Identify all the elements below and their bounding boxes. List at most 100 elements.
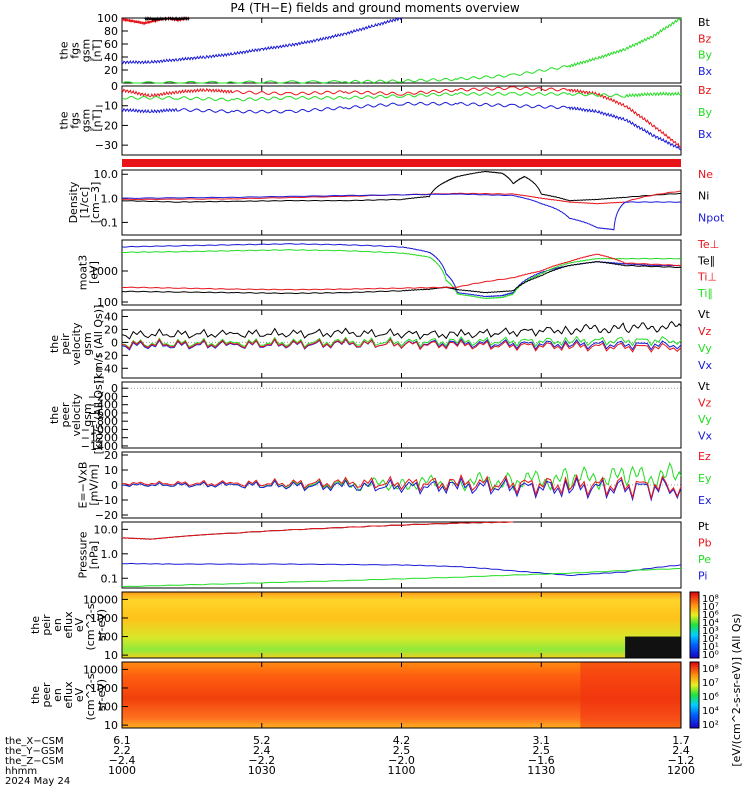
- panel-3: [121, 169, 682, 236]
- panel-2: [121, 85, 682, 156]
- heatmap-dark-region: [625, 636, 681, 658]
- series-Pi: [121, 562, 682, 577]
- x-axis-value: −1.6: [528, 754, 555, 767]
- y-axis-label: the: [48, 335, 61, 353]
- y-axis-label: [nT]: [91, 39, 104, 61]
- colorbar-tick-label: 10⁷: [702, 678, 719, 689]
- legend-Vy: Vy: [698, 413, 712, 426]
- y-tick-label: 20: [104, 64, 118, 77]
- legend-Npot: Npot: [698, 211, 725, 224]
- y-axis-label: peir: [59, 333, 72, 355]
- legend-Bt: Bt: [698, 16, 711, 29]
- y-axis-label: the: [48, 406, 61, 424]
- series-Ey: [121, 461, 682, 492]
- y-tick-label: 40: [104, 51, 118, 64]
- y-tick-label: 10.0: [94, 523, 119, 536]
- legend-Ne: Ne: [698, 168, 713, 181]
- series-Vy: [121, 335, 682, 349]
- y-tick-label: 10: [104, 649, 118, 662]
- y-axis-label: peer: [59, 402, 72, 428]
- legend-Pt: Pt: [698, 520, 710, 533]
- colorbar-tick-label: 10⁴: [702, 706, 719, 717]
- y-tick-label: 60: [104, 38, 118, 51]
- y-axis-label: Density: [67, 181, 80, 223]
- y-tick-label: 20: [104, 449, 118, 462]
- y-tick-label: 0: [111, 479, 118, 492]
- colorbar-tick-label: 10⁰: [702, 650, 719, 661]
- legend-Vx: Vx: [698, 430, 713, 443]
- series-Bx: [121, 101, 682, 151]
- x-axis-row-label: the_Z−CSM: [5, 756, 64, 767]
- legend-Bz: Bz: [698, 32, 712, 45]
- y-tick-label: −40: [95, 362, 118, 375]
- y-axis-label: gsm: [81, 403, 94, 426]
- panel-9: [121, 591, 682, 659]
- y-axis-label: velocity: [70, 393, 83, 436]
- x-axis-value: 2.2: [113, 744, 131, 757]
- colorbar-tick-label: 10⁸: [702, 594, 719, 605]
- y-tick-label: −20: [95, 119, 118, 132]
- x-axis-row-label: the_X−CSM: [5, 736, 64, 747]
- x-axis-value: −2.0: [388, 754, 415, 767]
- panel-frame: [121, 239, 682, 306]
- x-axis-value: 1200: [667, 764, 695, 777]
- y-tick-label: 100: [97, 12, 118, 25]
- x-axis-value: −2.2: [248, 754, 275, 767]
- x-axis-value: 1000: [108, 764, 136, 777]
- x-axis-value: 1030: [248, 764, 276, 777]
- y-axis-label: gsm: [80, 39, 93, 62]
- panel-6: [121, 381, 682, 449]
- y-axis-label: sr-eV): [95, 609, 108, 641]
- x-axis-value: 2.4: [253, 744, 271, 757]
- colorbar-tick-label: 10²: [702, 634, 719, 645]
- y-tick-label: −10: [95, 100, 118, 113]
- x-axis-row-label: hhmm: [5, 766, 37, 777]
- y-axis-label: peer: [40, 682, 53, 708]
- y-tick-label: 10.0: [94, 168, 119, 181]
- y-tick-label: −20: [95, 349, 118, 362]
- y-tick-label: −1000: [81, 423, 118, 436]
- page-title: P4 (TH−E) fields and ground moments over…: [230, 1, 520, 15]
- y-axis-label: eV: [73, 687, 86, 702]
- colorbar-tick-label: 10²: [702, 720, 719, 731]
- legend-Ez: Ez: [698, 450, 711, 463]
- y-tick-label: −600: [88, 407, 118, 420]
- y-axis-label: the: [58, 41, 71, 59]
- y-axis-label: sr-eV): [95, 679, 108, 711]
- series-Bx: [121, 17, 402, 65]
- y-axis-label: [km/s (All Qs)]: [92, 305, 105, 384]
- x-axis-value: 1.7: [672, 734, 690, 747]
- legend-Ey: Ey: [698, 472, 712, 485]
- legend-Vt: Vt: [698, 380, 711, 393]
- y-tick-label: 0.1: [101, 572, 119, 585]
- legend-Ti∥: Ti∥: [697, 287, 713, 300]
- colorbar-axis-label: [eV/(cm^2-s-sr-eV)] (All Qs): [730, 613, 743, 766]
- colorbar-tick-label: 10³: [702, 626, 719, 637]
- y-tick-label: 0: [111, 80, 118, 93]
- y-axis-label: eflux: [62, 611, 75, 639]
- series-Te⊥: [121, 253, 682, 291]
- legend-Vy: Vy: [698, 342, 712, 355]
- panel-8: [121, 521, 682, 589]
- series-Ez: [121, 473, 682, 500]
- x-axis-value: 1130: [527, 764, 555, 777]
- y-axis-label: (cm^2-s-: [84, 600, 97, 651]
- x-axis-value: 1100: [388, 764, 416, 777]
- y-tick-label: 10000: [83, 663, 118, 676]
- y-axis-label: moat3: [77, 255, 90, 291]
- y-axis-label: [1/cc]: [78, 187, 91, 218]
- series-Bt: [143, 16, 190, 23]
- series-Ne: [121, 190, 682, 205]
- y-tick-label: 100: [97, 631, 118, 644]
- panel-frame: [121, 381, 682, 449]
- x-axis-value: 2.5: [533, 744, 551, 757]
- y-axis-label: [cm−3]: [89, 182, 102, 224]
- y-axis-label: eV: [73, 617, 86, 632]
- legend-Bx: Bx: [698, 128, 713, 141]
- y-tick-label: 0.1: [101, 216, 119, 229]
- panel-1: [121, 16, 682, 84]
- y-axis-label: en: [51, 618, 64, 632]
- legend-Vt: Vt: [698, 308, 711, 321]
- x-axis-value: 3.1: [533, 734, 551, 747]
